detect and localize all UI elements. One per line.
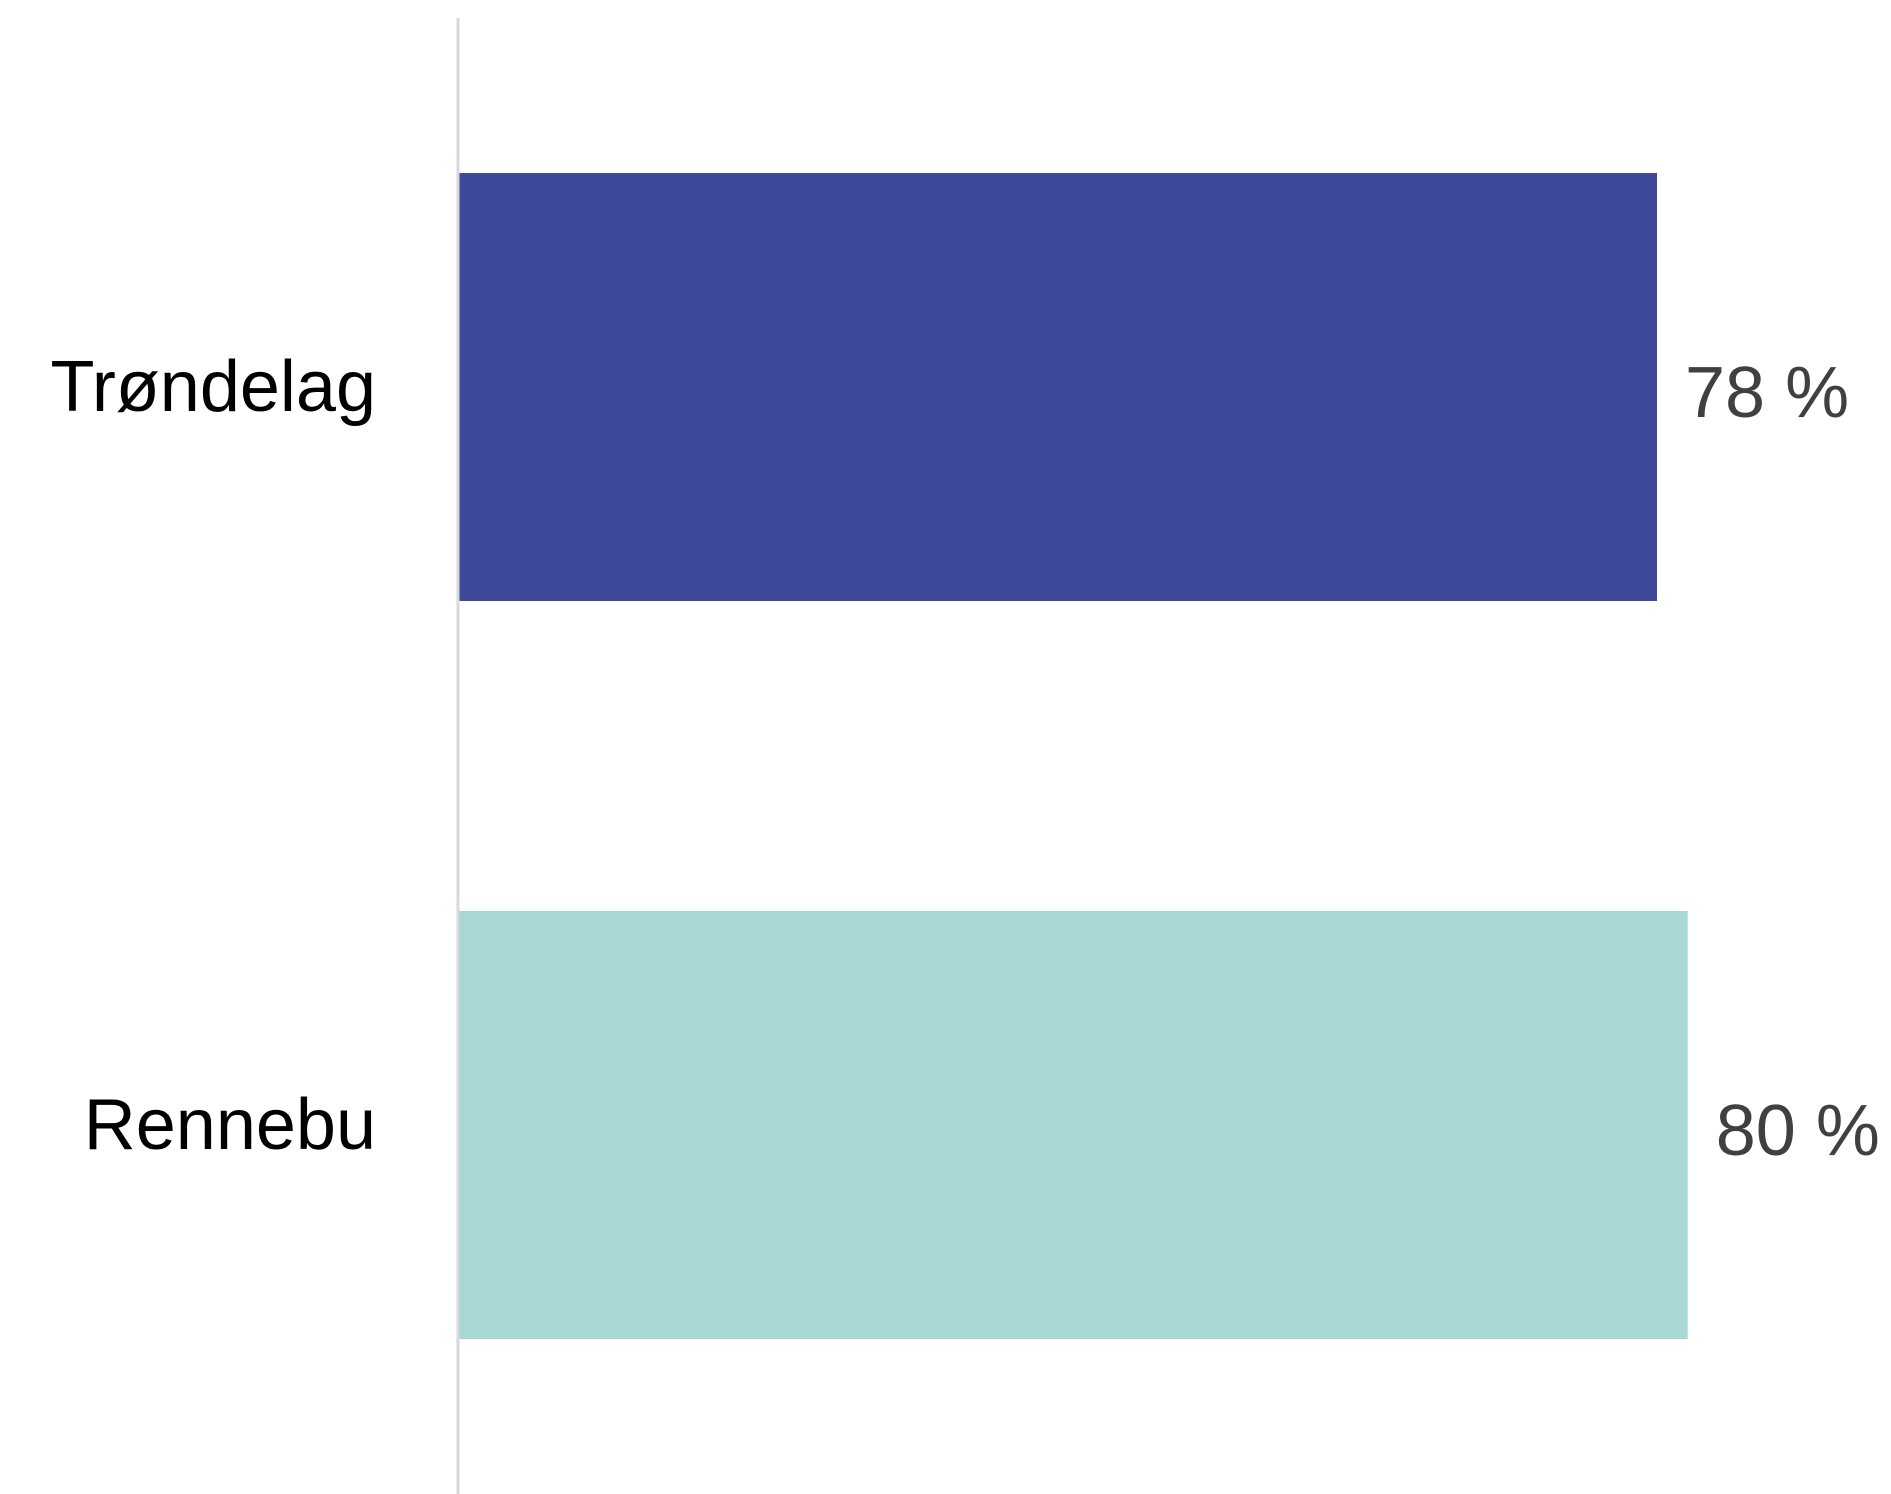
data-label: 80 % bbox=[1716, 1091, 1880, 1171]
bars-group bbox=[458, 173, 1688, 1339]
bar-1 bbox=[458, 911, 1688, 1339]
category-label: Trøndelag bbox=[51, 347, 376, 427]
labels-group: Trøndelag 78 % Rennebu 80 % bbox=[51, 347, 1880, 1171]
data-label: 78 % bbox=[1685, 353, 1849, 433]
bar-0 bbox=[458, 173, 1657, 601]
category-label: Rennebu bbox=[84, 1085, 376, 1165]
